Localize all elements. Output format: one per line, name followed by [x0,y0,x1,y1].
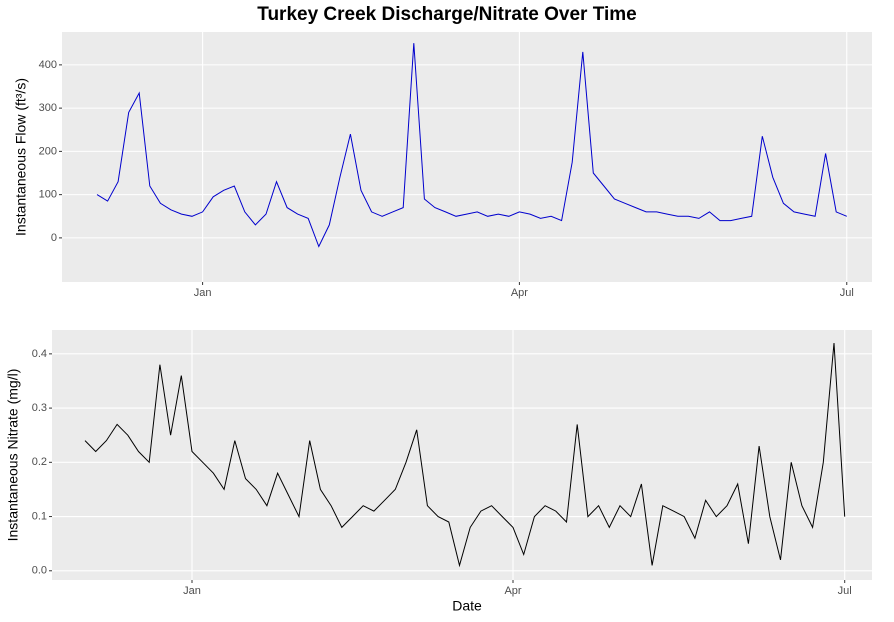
plot-background [52,330,872,580]
x-tick-label: Jul [840,287,854,299]
y-tick-label: 100 [39,189,57,201]
x-tick-label: Apr [504,585,521,597]
x-axis-label: Date [452,598,482,614]
y-tick-label: 0 [51,232,57,244]
y-tick-label: 400 [39,59,57,71]
y-tick-label: 0.2 [32,456,47,468]
data-line [84,342,846,568]
x-tick-label: Apr [511,287,528,299]
y-tick-label: 200 [39,145,57,157]
y-tick-label: 0.3 [32,402,47,414]
x-tick-label: Jul [838,585,852,597]
y-tick-label: 0.0 [32,565,47,577]
y-axis-label: Instantaneous Flow (ft³/s) [13,78,29,236]
y-tick-label: 0.4 [32,348,47,360]
x-tick-label: Jan [194,287,212,299]
plot-background [62,32,872,282]
y-tick-label: 0.1 [32,510,47,522]
y-tick-label: 300 [39,102,57,114]
chart-title: Turkey Creek Discharge/Nitrate Over Time [257,4,636,25]
x-tick-label: Jan [183,585,201,597]
data-line [96,43,847,248]
y-axis-label: Instantaneous Nitrate (mg/l) [5,369,21,542]
